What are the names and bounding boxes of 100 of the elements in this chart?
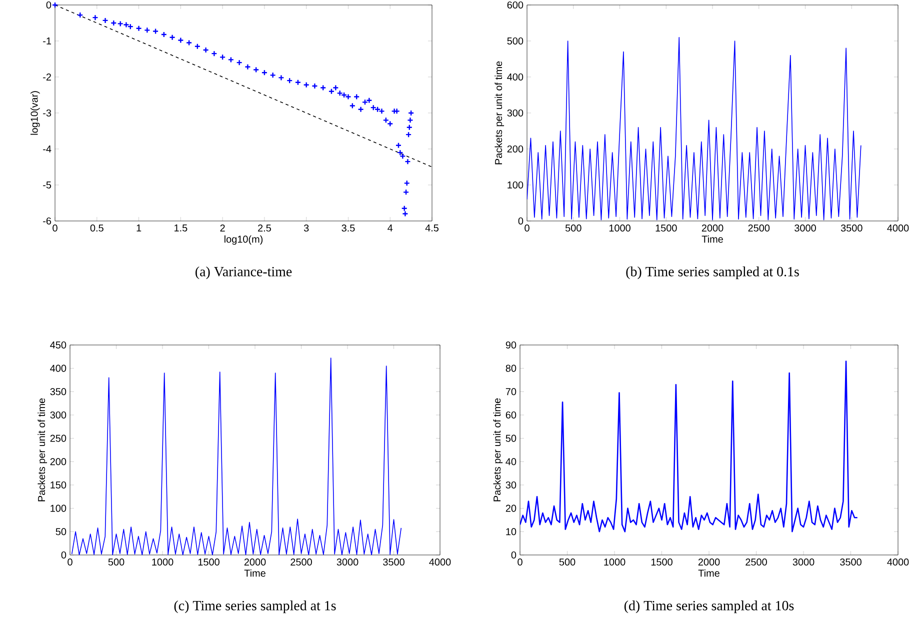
- x-tick-label: 3.5: [342, 224, 355, 232]
- y-tick-label: 350: [50, 388, 66, 396]
- y-tick-label: 80: [506, 364, 516, 372]
- y-tick-label: 60: [506, 411, 516, 419]
- x-tick-label: 1500: [656, 224, 677, 232]
- x-tick-label: 3000: [794, 224, 816, 232]
- point: [362, 99, 368, 106]
- x-tick-label: 4000: [887, 558, 909, 566]
- point: [408, 110, 414, 116]
- x-tick-label: 500: [108, 558, 124, 566]
- y-tick-label: -4: [43, 146, 52, 152]
- point: [160, 31, 168, 38]
- x-tick-label: 2000: [702, 224, 724, 232]
- x-tick-label: 4000: [887, 224, 909, 232]
- y-tick-label: 250: [50, 434, 66, 442]
- point: [404, 158, 411, 165]
- point: [312, 82, 318, 90]
- y-tick-label: 40: [506, 458, 516, 466]
- x-tick-label: 4000: [429, 558, 451, 566]
- x-axis-title: Time: [698, 569, 720, 577]
- point: [270, 72, 276, 78]
- x-tick-label: 2: [220, 224, 225, 232]
- line-series: [71, 358, 402, 555]
- point: [397, 149, 404, 156]
- x-tick-label: 1: [136, 224, 142, 232]
- point: [117, 20, 124, 27]
- point: [294, 79, 302, 86]
- x-tick-label: 500: [565, 224, 582, 232]
- y-tick-label: -5: [43, 182, 52, 188]
- y-tick-label: -3: [43, 109, 52, 117]
- y-tick-label: 200: [50, 458, 66, 466]
- x-tick-label: 1000: [609, 224, 630, 232]
- y-tick-label: 100: [50, 504, 66, 512]
- y-tick-label: -6: [43, 217, 52, 225]
- x-tick-label: 2000: [244, 558, 266, 566]
- x-tick-label: 1000: [152, 558, 174, 566]
- point: [252, 66, 260, 73]
- y-tick-label: 50: [56, 528, 66, 536]
- y-axis-title: Packets per unit of time: [38, 398, 48, 502]
- point: [169, 34, 176, 40]
- y-tick-label: 200: [507, 145, 524, 153]
- point: [340, 92, 348, 98]
- x-tick-label: 4.5: [425, 224, 439, 232]
- x-tick-label: 4: [388, 224, 393, 232]
- x-tick-label: 1000: [604, 558, 626, 566]
- point: [402, 210, 408, 217]
- text: (a) Variance-time: [196, 266, 292, 280]
- point: [144, 27, 150, 34]
- point: [152, 28, 159, 34]
- y-tick-label: 300: [50, 411, 66, 419]
- point: [395, 142, 402, 148]
- point: [358, 106, 364, 112]
- point: [194, 43, 201, 50]
- point: [92, 14, 98, 21]
- y-tick-label: 400: [50, 364, 66, 372]
- y-tick-label: 50: [506, 434, 516, 442]
- x-tick-label: 3: [304, 224, 309, 232]
- x-tick-label: 500: [559, 558, 576, 566]
- y-tick-label: -2: [43, 74, 51, 80]
- x-tick-label: 1500: [651, 558, 672, 566]
- x-axis-title: Time: [702, 235, 723, 243]
- y-axis-title: log10(var): [30, 91, 40, 135]
- point: [320, 84, 326, 91]
- point: [382, 117, 390, 124]
- x-tick-label: 2500: [748, 224, 770, 232]
- text: (b) Time series sampled at 0.1s: [626, 266, 799, 280]
- y-tick-label: -1: [43, 38, 52, 44]
- y-tick-label: 70: [506, 388, 516, 396]
- y-axis-title: Packets per unit of time: [493, 398, 503, 502]
- x-tick-label: 0: [524, 224, 530, 232]
- point: [228, 56, 234, 63]
- y-tick-label: 150: [50, 481, 66, 489]
- y-tick-label: 400: [507, 73, 524, 81]
- text: (c) Time series sampled at 1s: [174, 600, 336, 614]
- point: [407, 117, 414, 124]
- point: [219, 54, 226, 60]
- point: [374, 106, 381, 112]
- line-series: [527, 36, 862, 220]
- x-axis-title: Time: [244, 569, 266, 577]
- y-tick-label: 600: [507, 1, 524, 9]
- x-tick-label: 2500: [746, 558, 767, 566]
- x-tick-label: 2.5: [258, 224, 271, 232]
- y-tick-label: 30: [506, 481, 516, 489]
- point: [400, 153, 406, 160]
- point: [405, 131, 412, 138]
- point: [401, 205, 408, 212]
- y-tick-label: 0: [511, 551, 516, 559]
- y-tick-label: 20: [506, 504, 516, 512]
- point: [406, 124, 412, 130]
- point: [186, 40, 192, 46]
- point: [303, 82, 310, 88]
- point: [102, 17, 108, 24]
- y-tick-label: 100: [508, 181, 524, 189]
- point: [52, 2, 58, 8]
- point: [127, 23, 134, 30]
- x-axis-title: log10(m): [224, 235, 263, 245]
- text: (d) Time series sampled at 10s: [624, 600, 794, 614]
- point: [77, 12, 84, 18]
- point: [261, 70, 268, 76]
- point: [286, 77, 293, 84]
